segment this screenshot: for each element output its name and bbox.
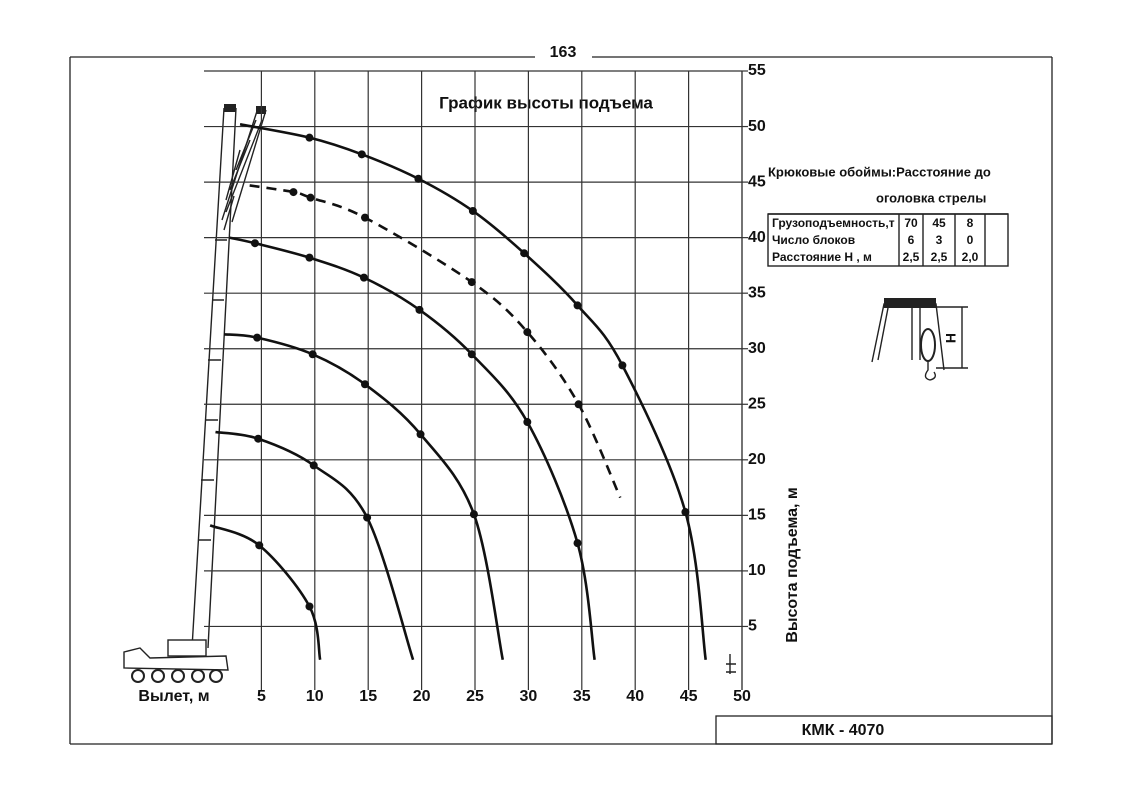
table-cell: 0 — [967, 233, 974, 247]
point — [415, 305, 424, 314]
curve — [209, 524, 322, 661]
point — [523, 328, 532, 337]
table-cell: 70 — [904, 216, 918, 230]
y-tick-label: 35 — [748, 284, 766, 301]
x-tick-label: 10 — [306, 688, 324, 705]
x-tick-label: 15 — [359, 688, 377, 705]
y-tick-label: 30 — [748, 340, 766, 357]
y-tick-label: 45 — [748, 173, 766, 190]
y-tick-label: 10 — [748, 562, 766, 579]
point — [253, 333, 262, 342]
y-tick-label: 5 — [748, 618, 757, 635]
point — [523, 418, 532, 427]
model-label: КМК - 4070 — [802, 722, 885, 739]
table-cell: Грузоподъемность,т — [772, 216, 895, 230]
frame — [69, 56, 1053, 745]
y-tick-label: 15 — [748, 507, 766, 524]
point — [468, 206, 477, 215]
page-number: 163 — [550, 44, 577, 61]
point — [573, 301, 582, 310]
point — [309, 461, 318, 470]
point — [469, 510, 478, 519]
x-tick-label: 30 — [520, 688, 538, 705]
table-cell: Расстояние Н , м — [772, 250, 872, 264]
hook-diagram — [871, 298, 968, 381]
point — [416, 430, 425, 439]
point — [520, 249, 529, 258]
point — [289, 188, 298, 197]
point — [308, 350, 317, 359]
x-tick-label: 20 — [413, 688, 431, 705]
x-tick-label: 50 — [733, 688, 751, 705]
point — [573, 539, 582, 548]
table-cell: 2,5 — [931, 250, 948, 264]
x-tick-label: 40 — [626, 688, 644, 705]
point — [306, 193, 315, 202]
point — [681, 508, 690, 517]
point — [618, 361, 627, 370]
point — [305, 253, 314, 262]
y-tick-label: 50 — [748, 118, 766, 135]
y-tick-label: 20 — [748, 451, 766, 468]
point — [414, 174, 423, 183]
point — [305, 602, 314, 611]
table-title: Крюковые обоймы:Расстояние до — [768, 164, 991, 179]
y-tick-label: 55 — [748, 62, 766, 79]
table-cell: 2,0 — [962, 250, 979, 264]
table-grid — [767, 213, 1009, 267]
point — [357, 150, 366, 159]
chart-title: График высоты подъема — [439, 93, 653, 112]
x-tick-label: 25 — [466, 688, 484, 705]
point — [250, 239, 259, 248]
y-tick-label: 25 — [748, 395, 766, 412]
y-axis-label: Высота подъема, м — [784, 487, 801, 642]
crane-illustration — [123, 104, 736, 683]
point — [360, 213, 369, 222]
point — [255, 541, 264, 550]
table-cell: Число блоков — [772, 233, 855, 247]
point — [254, 434, 263, 443]
table-cell: 8 — [967, 216, 974, 230]
x-tick-label: 35 — [573, 688, 591, 705]
point — [305, 133, 314, 142]
table-cell: 45 — [932, 216, 946, 230]
point — [363, 513, 372, 522]
curve — [239, 123, 707, 660]
point — [359, 273, 368, 282]
table-cell: 2,5 — [903, 250, 920, 264]
curve — [229, 236, 596, 660]
table-cell: 6 — [908, 233, 915, 247]
x-axis-label: Вылет, м — [138, 688, 209, 705]
y-tick-label: 40 — [748, 229, 766, 246]
point — [467, 278, 476, 287]
point — [360, 380, 369, 389]
hook-label: Н — [943, 333, 959, 343]
x-tick-label: 45 — [680, 688, 698, 705]
table-title: оголовка стрелы — [876, 190, 986, 205]
x-tick-label: 5 — [257, 688, 266, 705]
point — [467, 350, 476, 359]
point — [574, 400, 583, 409]
curve — [215, 430, 415, 661]
table-cell: 3 — [936, 233, 943, 247]
